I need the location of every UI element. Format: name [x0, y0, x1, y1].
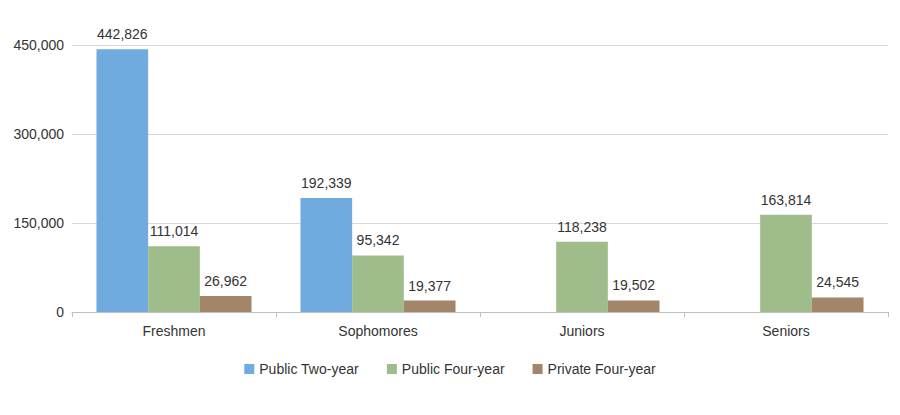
svg-text:Public Four-year: Public Four-year	[402, 361, 505, 377]
svg-text:24,545: 24,545	[816, 274, 859, 290]
svg-text:0: 0	[56, 304, 64, 320]
svg-text:19,377: 19,377	[408, 278, 451, 294]
svg-text:Freshmen: Freshmen	[142, 323, 205, 339]
svg-text:192,339: 192,339	[301, 175, 352, 191]
svg-text:Seniors: Seniors	[762, 323, 809, 339]
svg-text:300,000: 300,000	[13, 126, 64, 142]
svg-text:26,962: 26,962	[204, 273, 247, 289]
svg-text:442,826: 442,826	[97, 26, 148, 42]
svg-text:118,238: 118,238	[557, 219, 607, 235]
svg-text:111,014: 111,014	[150, 223, 199, 239]
svg-text:Sophomores: Sophomores	[338, 323, 417, 339]
svg-text:450,000: 450,000	[13, 37, 64, 53]
svg-text:150,000: 150,000	[13, 215, 64, 231]
svg-text:Public Two-year: Public Two-year	[259, 361, 359, 377]
svg-text:19,502: 19,502	[612, 277, 655, 293]
svg-text:95,342: 95,342	[357, 232, 400, 248]
svg-text:163,814: 163,814	[761, 192, 812, 208]
svg-text:Private Four-year: Private Four-year	[548, 361, 656, 377]
svg-text:Juniors: Juniors	[559, 323, 604, 339]
